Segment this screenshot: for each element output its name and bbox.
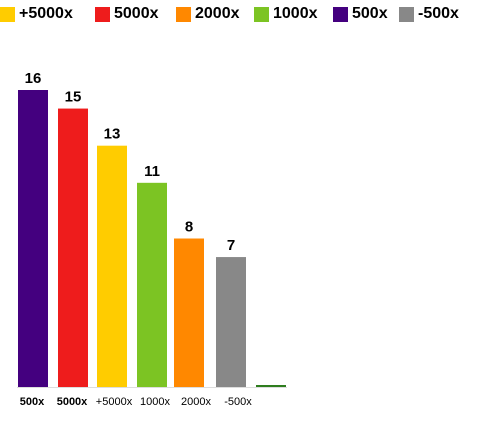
legend-label: 5000x (114, 5, 159, 22)
bar (174, 238, 204, 387)
tick-label: 500x (20, 396, 45, 408)
legend-label: 2000x (195, 5, 240, 22)
value-label: 11 (144, 163, 160, 180)
value-label: 16 (25, 70, 42, 87)
tick-label: +5000x (96, 396, 133, 408)
bar (18, 90, 48, 387)
tick-label: 5000x (57, 396, 88, 408)
legend-swatch-icon (0, 7, 15, 22)
legend-swatch-icon (176, 7, 191, 22)
bar (137, 182, 167, 387)
legend-swatch-icon (254, 7, 269, 22)
tick-label: -500x (224, 396, 252, 408)
legend-label: 1000x (273, 5, 318, 22)
bar (58, 108, 88, 387)
legend-swatch-icon (333, 7, 348, 22)
value-label: 7 (227, 237, 235, 254)
value-label: 8 (185, 219, 193, 236)
bar (216, 257, 246, 387)
legend-swatch-icon (95, 7, 110, 22)
tick-label: 1000x (140, 396, 170, 408)
value-label: 13 (104, 126, 121, 143)
legend-label: 500x (352, 5, 388, 22)
value-label: 15 (65, 89, 82, 106)
legend-label: -500x (418, 5, 459, 22)
bar (256, 385, 286, 387)
legend: +5000x 5000x 2000x 1000x 500x -500x (0, 4, 485, 26)
legend-swatch-icon (399, 7, 414, 22)
tick-label: 2000x (181, 396, 211, 408)
bar (97, 145, 127, 387)
legend-label: +5000x (19, 5, 73, 22)
